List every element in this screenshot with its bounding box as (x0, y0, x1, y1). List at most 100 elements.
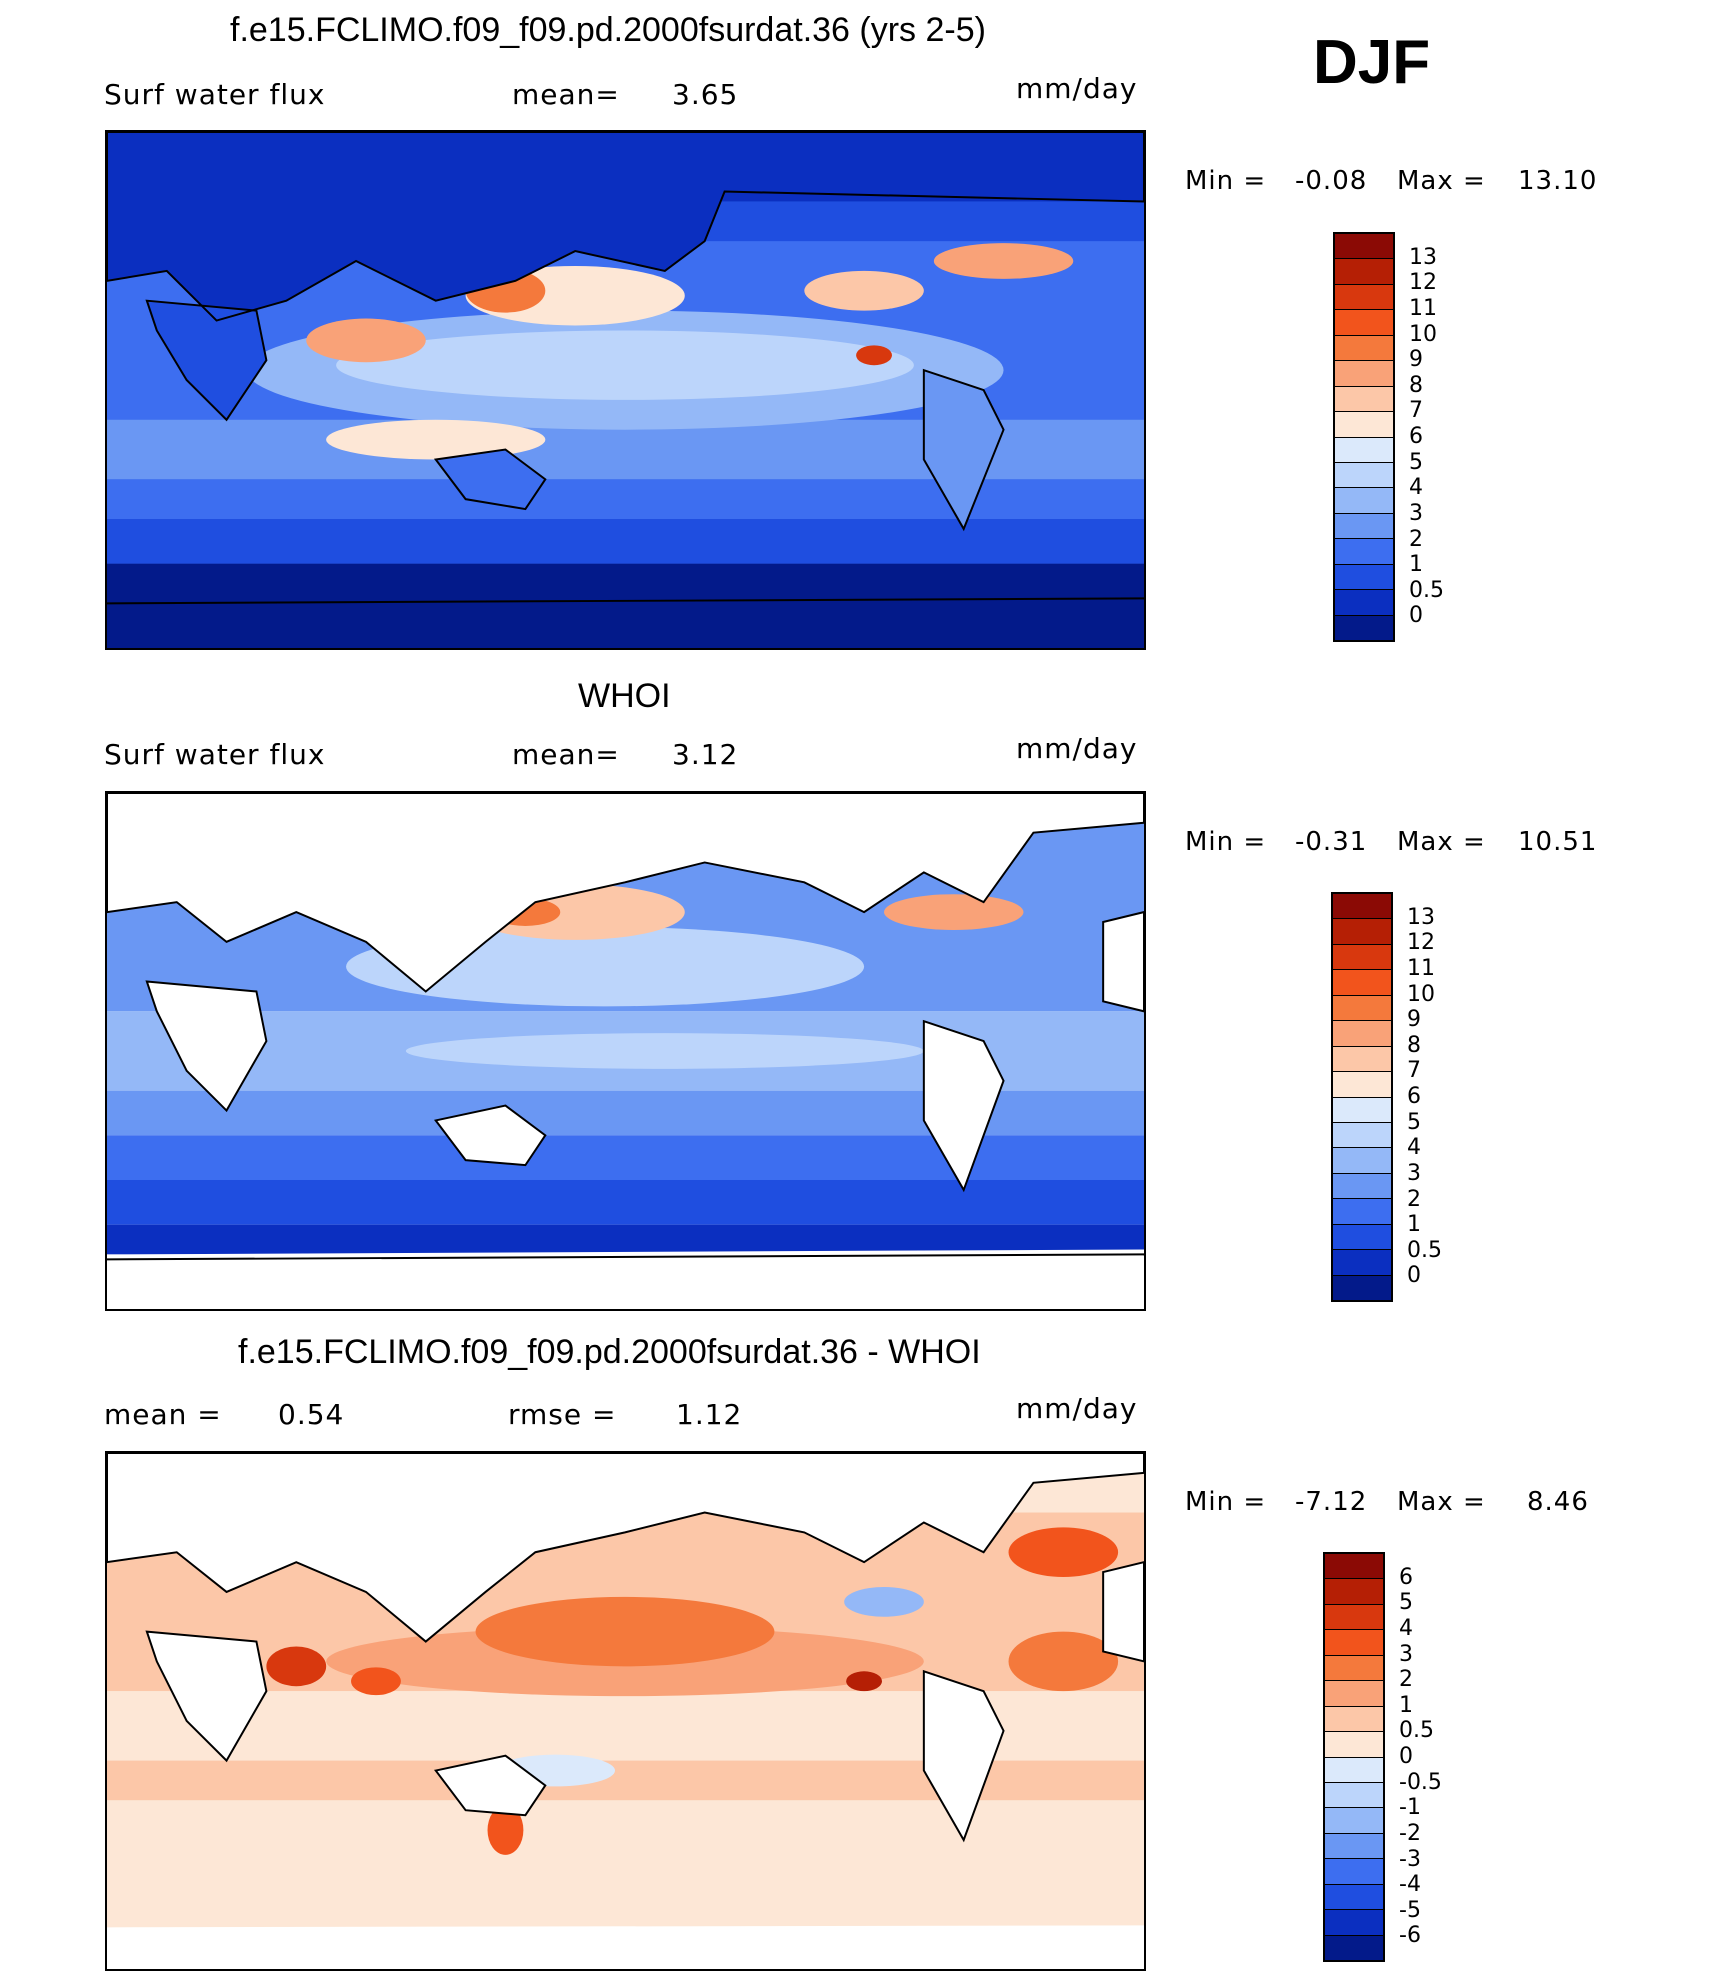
panel2-mean-label: mean= (512, 738, 620, 771)
panel1-max-label: Max = (1397, 166, 1486, 196)
panel3-map (105, 1451, 1146, 1971)
panel1-colorbar-label: 1 (1409, 552, 1423, 578)
panel2-colorbar-label: 9 (1407, 1007, 1421, 1033)
panel2-variable-label: Surf water flux (104, 738, 326, 771)
panel1-colorbar-label: 0 (1409, 603, 1423, 629)
panel2-map-graphic (107, 793, 1144, 1309)
panel3-colorbar-box (1325, 1782, 1383, 1809)
panel3-colorbar-box (1325, 1757, 1383, 1783)
panel2-colorbar-box (1333, 1122, 1391, 1149)
panel1-variable-label: Surf water flux (104, 78, 326, 111)
panel2-colorbar-label: 2 (1407, 1186, 1421, 1212)
panel1-colorbar-box (1335, 462, 1393, 489)
panel1-colorbar-label: 10 (1409, 321, 1437, 347)
panel1-colorbar-label: 4 (1409, 475, 1423, 501)
panel3-colorbar-box (1325, 1884, 1383, 1911)
panel1-colorbar-box (1335, 564, 1393, 591)
panel1-colorbar-box (1335, 284, 1393, 311)
panel2-colorbar-box (1333, 1046, 1391, 1073)
panel1-map (105, 130, 1146, 650)
panel2-colorbar-box (1333, 1275, 1391, 1300)
panel3-colorbar-label: 0.5 (1399, 1718, 1434, 1744)
panel1-min-label: Min = (1185, 166, 1267, 196)
panel1-colorbar-label: 3 (1409, 500, 1423, 526)
panel3-mean-label: mean = (104, 1398, 222, 1431)
panel2-colorbar-label: 7 (1407, 1058, 1421, 1084)
panel1-colorbar-box (1335, 539, 1393, 565)
panel1-colorbar-label: 6 (1409, 424, 1423, 449)
panel2-colorbar-box (1333, 894, 1391, 920)
panel3-colorbar-label: 5 (1399, 1590, 1413, 1616)
panel1-colorbar-label: 11 (1409, 295, 1437, 321)
panel1-colorbar-box (1335, 615, 1393, 640)
panel1-colorbar-box (1335, 590, 1393, 616)
panel2-colorbar-box (1333, 1097, 1391, 1123)
panel2-colorbar-label: 0.5 (1407, 1237, 1442, 1263)
panel1-map-graphic (107, 132, 1144, 648)
panel3-colorbar-label: 2 (1399, 1667, 1413, 1693)
panel3-colorbar-label: 0 (1399, 1744, 1413, 1769)
panel3-colorbar-label: 4 (1399, 1615, 1413, 1641)
panel2-colorbar-label: 5 (1407, 1109, 1421, 1135)
panel3-colorbar-box (1325, 1579, 1383, 1605)
panel3-min-label: Min = (1185, 1487, 1267, 1517)
panel3-max-label: Max = (1397, 1487, 1486, 1517)
panel2-min-value: -0.31 (1295, 827, 1368, 857)
panel2-min-label: Min = (1185, 827, 1267, 857)
panel3-min-value: -7.12 (1295, 1487, 1368, 1517)
panel3-mean-value: 0.54 (278, 1398, 345, 1431)
panel1-units: mm/day (1016, 72, 1138, 105)
panel1-colorbar (1333, 232, 1395, 642)
panel1-max-value: 13.10 (1518, 166, 1598, 196)
panel3-colorbar-box (1325, 1833, 1383, 1860)
panel3-colorbar-box (1325, 1604, 1383, 1631)
panel2-colorbar-label: 6 (1407, 1084, 1421, 1109)
panel2-max-label: Max = (1397, 827, 1486, 857)
panel2-colorbar-label: 11 (1407, 955, 1435, 981)
panel2-colorbar-box (1333, 1072, 1391, 1098)
panel1-colorbar-label: 12 (1409, 270, 1437, 296)
panel2-colorbar-box (1333, 1224, 1391, 1251)
panel2-colorbar-box (1333, 1021, 1391, 1047)
panel1-colorbar-box (1335, 437, 1393, 463)
panel3-colorbar-label: -0.5 (1399, 1769, 1442, 1795)
panel3-rmse-value: 1.12 (676, 1398, 743, 1431)
panel2-colorbar-box (1333, 995, 1391, 1022)
panel2-title: WHOI (578, 677, 671, 715)
panel1-colorbar-label: 5 (1409, 449, 1423, 475)
panel3-map-graphic (107, 1453, 1144, 1969)
panel2-colorbar-label: 13 (1407, 904, 1435, 930)
panel2-units: mm/day (1016, 732, 1138, 765)
panel3-colorbar-box (1325, 1859, 1383, 1885)
panel3-colorbar-label: -3 (1399, 1846, 1421, 1872)
panel3-colorbar-label: -2 (1399, 1820, 1421, 1846)
panel3-colorbar-label: -6 (1399, 1923, 1421, 1949)
panel1-colorbar-label: 9 (1409, 347, 1423, 373)
panel1-colorbar-label: 8 (1409, 372, 1423, 398)
panel2-colorbar-box (1333, 944, 1391, 971)
panel3-colorbar-box (1325, 1935, 1383, 1960)
panel1-colorbar-box (1335, 361, 1393, 387)
panel3-colorbar (1323, 1552, 1385, 1962)
panel1-colorbar-label: 2 (1409, 526, 1423, 552)
panel1-colorbar-box (1335, 234, 1393, 260)
panel1-mean-value: 3.65 (672, 78, 739, 111)
panel1-colorbar-label: 7 (1409, 398, 1423, 424)
panel1-colorbar-label: 0.5 (1409, 577, 1444, 603)
panel1-min-value: -0.08 (1295, 166, 1368, 196)
panel1-colorbar-box (1335, 310, 1393, 336)
panel2-map (105, 791, 1146, 1311)
panel3-colorbar-label: -1 (1399, 1795, 1421, 1821)
panel1-colorbar-box (1335, 513, 1393, 540)
panel2-colorbar-box (1333, 1148, 1391, 1174)
panel1-colorbar-box (1335, 412, 1393, 438)
panel2-max-value: 10.51 (1518, 827, 1598, 857)
panel1-title: f.e15.FCLIMO.f09_f09.pd.2000fsurdat.36 (… (230, 11, 986, 49)
panel2-colorbar-label: 8 (1407, 1032, 1421, 1058)
panel3-colorbar-box (1325, 1706, 1383, 1733)
panel2-colorbar-box (1333, 970, 1391, 996)
panel3-colorbar-box (1325, 1681, 1383, 1707)
panel2-mean-value: 3.12 (672, 738, 739, 771)
panel2-colorbar-label: 3 (1407, 1160, 1421, 1186)
season-label: DJF (1313, 28, 1431, 97)
